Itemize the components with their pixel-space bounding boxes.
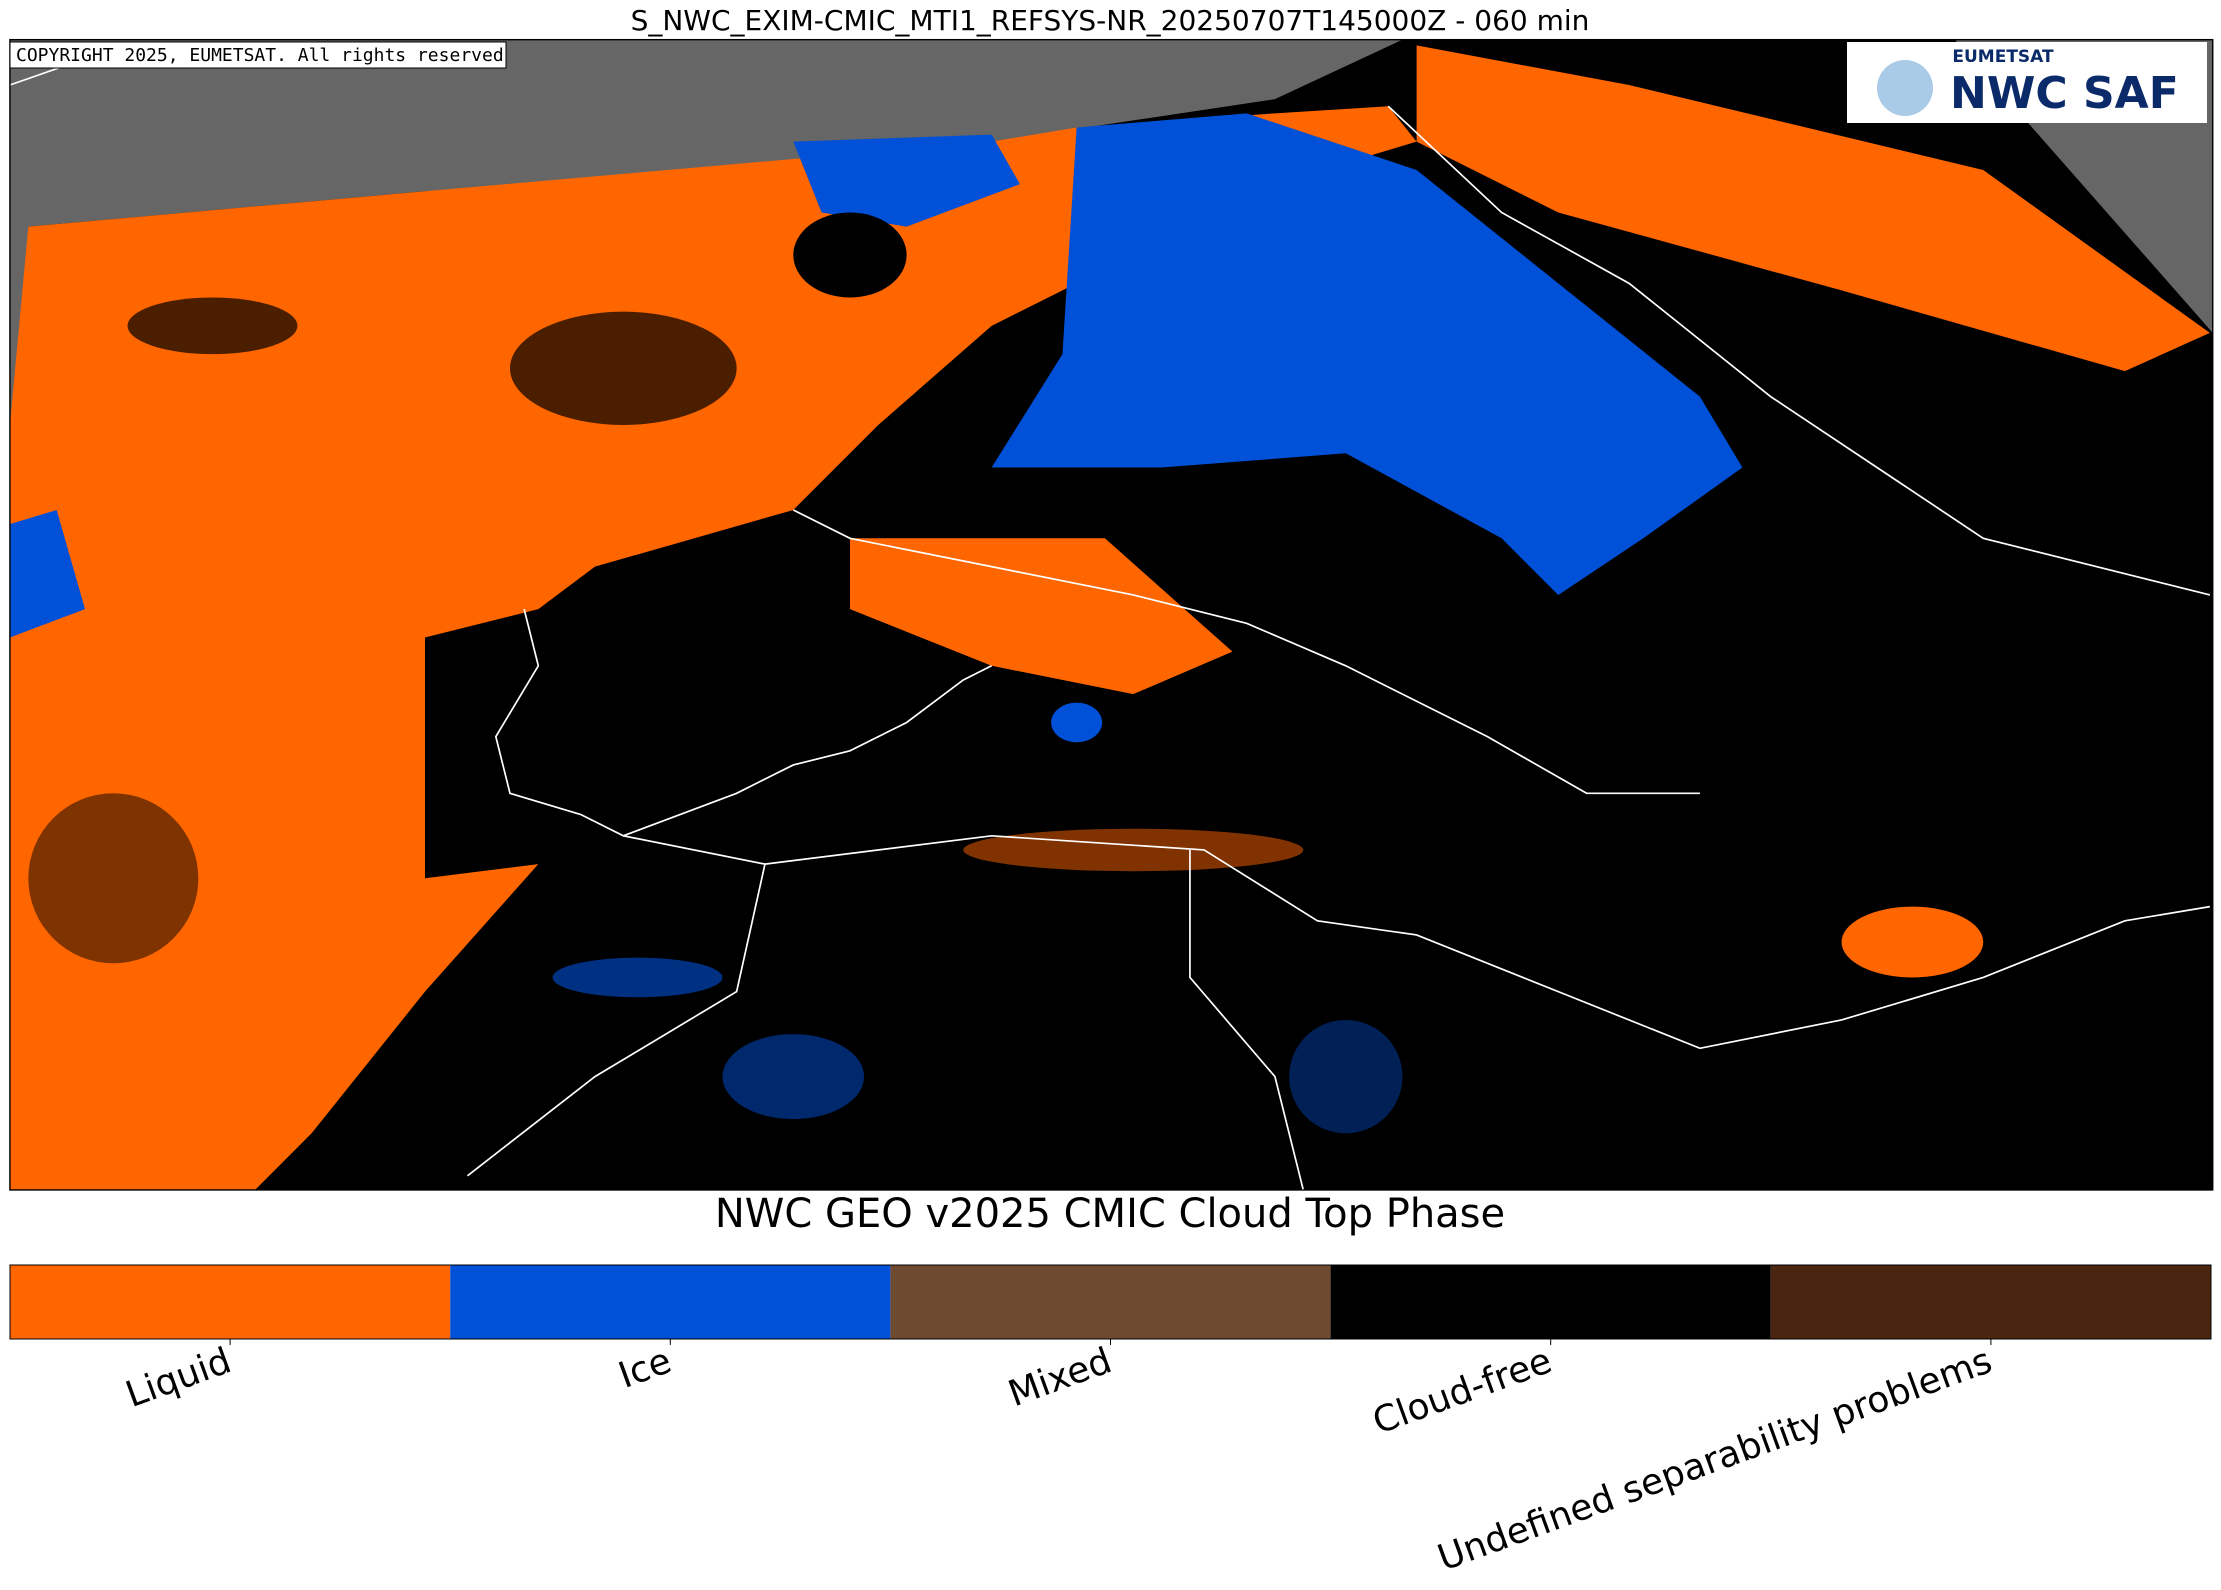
colorbar-label: Liquid: [121, 1340, 237, 1416]
copyright-box: [9, 41, 507, 69]
colorbar-segment: [890, 1265, 1331, 1339]
colorbar-label: Ice: [613, 1340, 676, 1397]
colorbar-segment: [450, 1265, 891, 1339]
colorbar-segment: [1770, 1265, 2211, 1339]
logo-main: NWC SAF: [1950, 68, 2179, 119]
colorbar-segment: [1330, 1265, 1771, 1339]
colorbar-title: NWC GEO v2025 CMIC Cloud Top Phase: [715, 1191, 1505, 1237]
colorbar-label: Mixed: [1003, 1340, 1117, 1415]
logo-top: EUMETSAT: [1952, 47, 2054, 67]
logo: EUMETSAT NWC SAF: [1847, 42, 2207, 123]
colorbar-frame: [9, 1264, 2212, 1340]
copyright: COPYRIGHT 2025, EUMETSAT. All rights res…: [16, 45, 504, 66]
map: [9, 38, 2214, 1191]
colorbar-label: Cloud-free: [1368, 1340, 1558, 1442]
colorbar-segment: [10, 1265, 451, 1339]
map-title: S_NWC_EXIM-CMIC_MTI1_REFSYS-NR_20250707T…: [631, 4, 1590, 37]
